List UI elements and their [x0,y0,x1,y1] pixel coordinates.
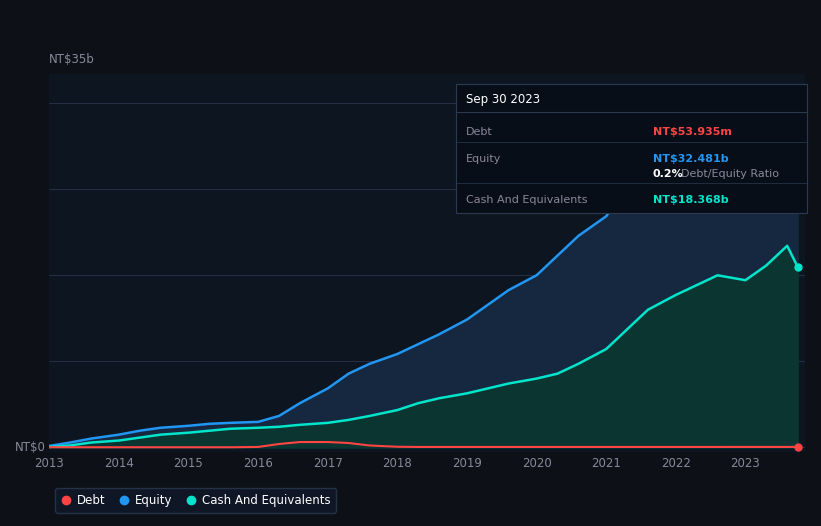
Text: NT$53.935m: NT$53.935m [653,126,732,137]
Text: Equity: Equity [466,154,501,165]
Text: NT$0: NT$0 [15,441,45,454]
Text: NT$32.481b: NT$32.481b [653,154,728,165]
Text: Sep 30 2023: Sep 30 2023 [466,94,539,106]
Legend: Debt, Equity, Cash And Equivalents: Debt, Equity, Cash And Equivalents [55,488,336,513]
Text: Debt/Equity Ratio: Debt/Equity Ratio [681,169,779,179]
Text: Cash And Equivalents: Cash And Equivalents [466,195,587,205]
Text: NT$18.368b: NT$18.368b [653,195,728,205]
Text: 0.2%: 0.2% [653,169,683,179]
Text: Debt: Debt [466,126,493,137]
Text: NT$35b: NT$35b [49,53,95,66]
